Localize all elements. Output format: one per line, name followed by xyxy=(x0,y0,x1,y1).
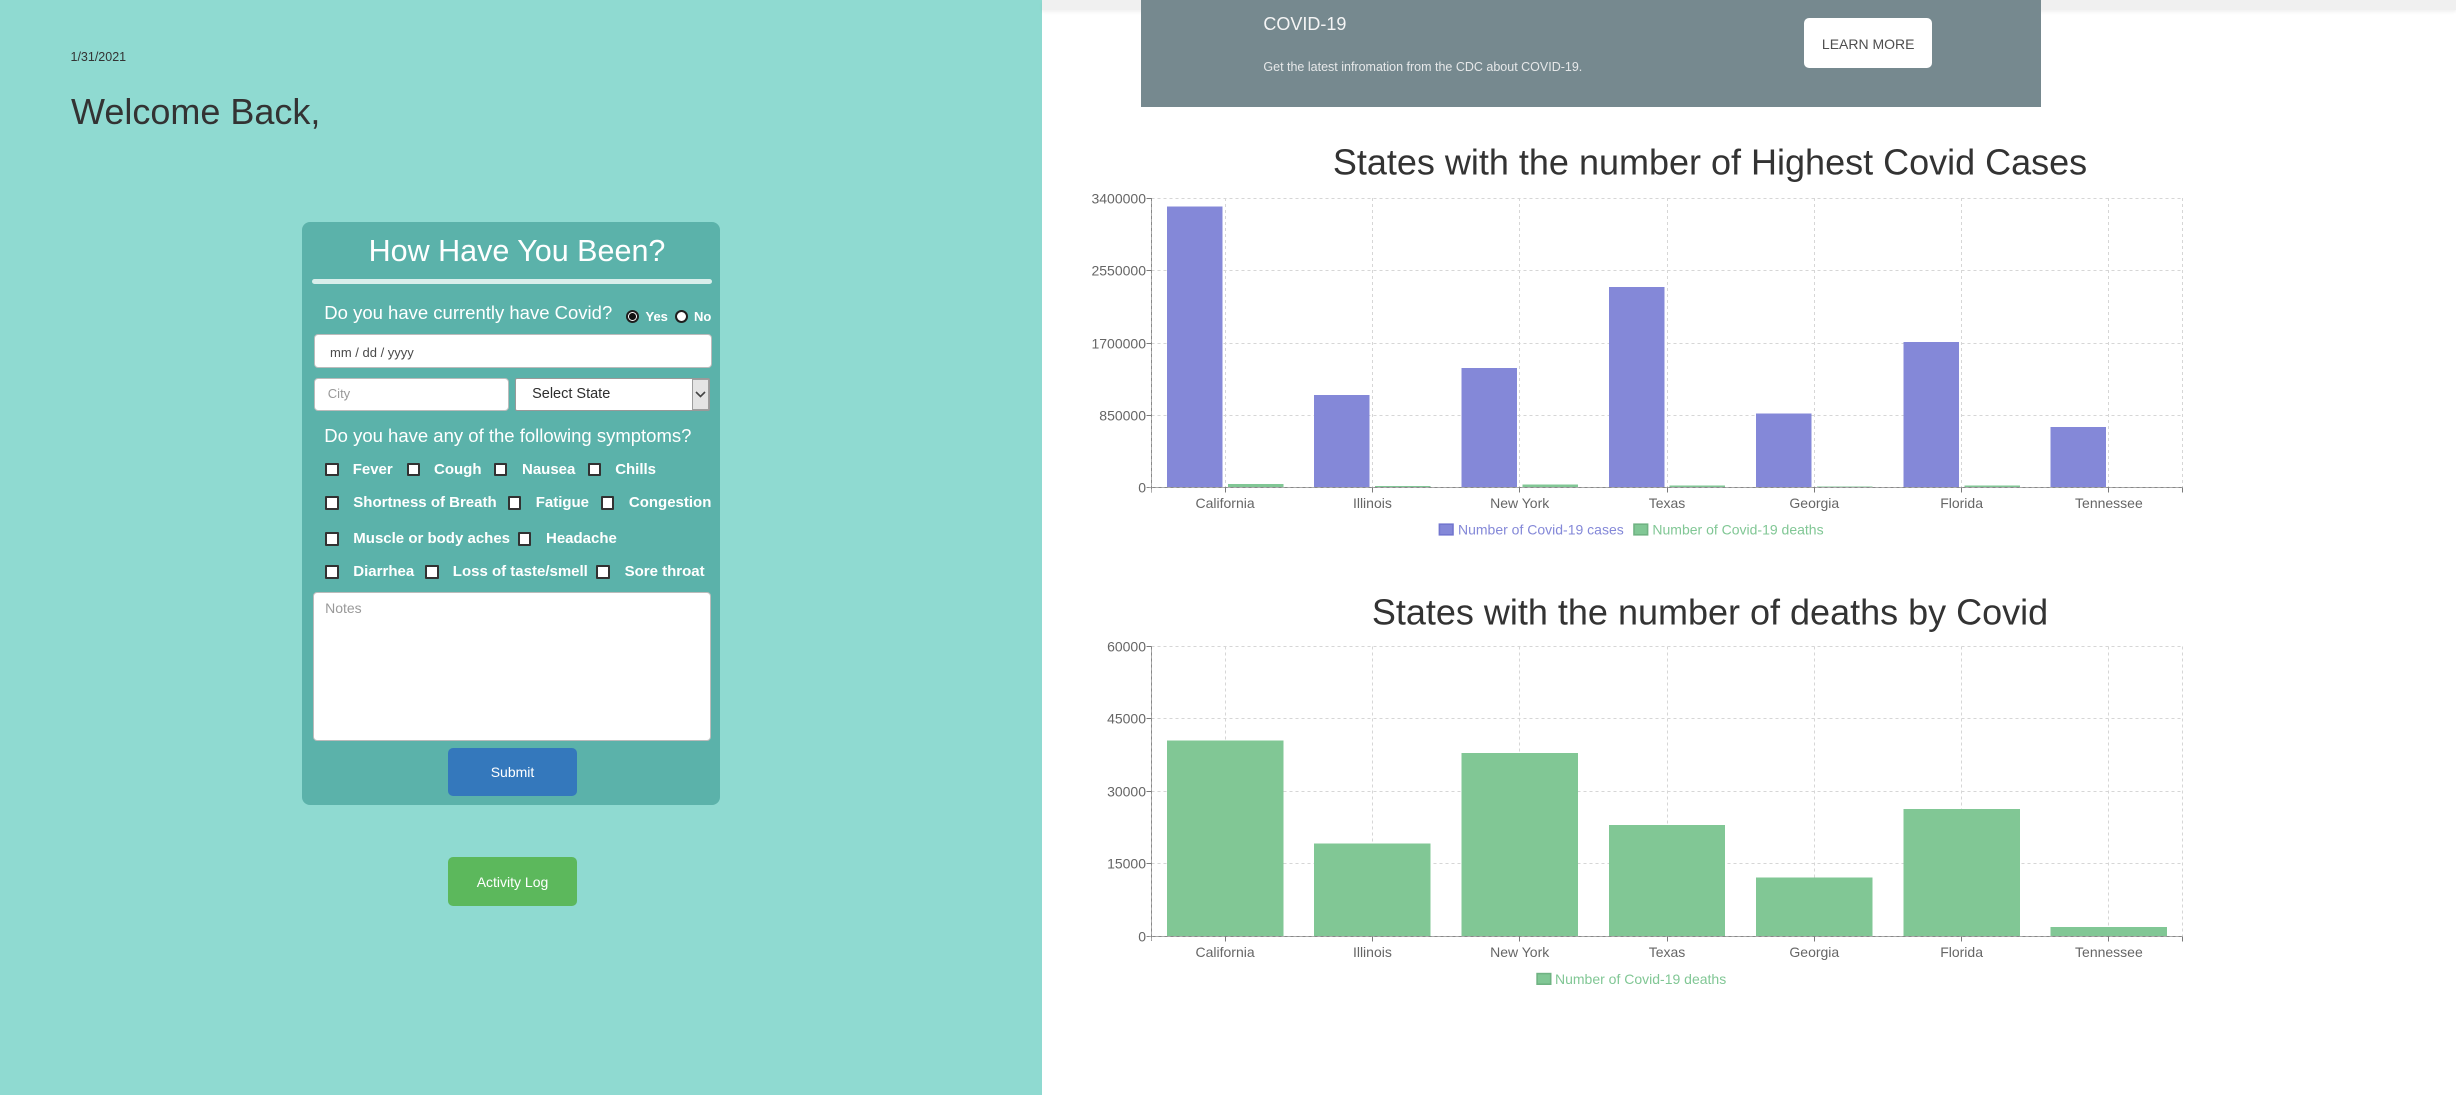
svg-text:Tennessee: Tennessee xyxy=(2075,495,2143,511)
svg-text:New York: New York xyxy=(1490,495,1550,511)
svg-text:Number of Covid-19 deaths: Number of Covid-19 deaths xyxy=(1652,522,1823,538)
svg-text:Florida: Florida xyxy=(1940,944,1983,960)
svg-text:30000: 30000 xyxy=(1107,784,1146,800)
svg-text:Georgia: Georgia xyxy=(1789,495,1839,511)
svg-text:850000: 850000 xyxy=(1099,408,1146,424)
svg-text:Illinois: Illinois xyxy=(1353,944,1392,960)
svg-text:Illinois: Illinois xyxy=(1353,495,1392,511)
svg-text:Tennessee: Tennessee xyxy=(2075,944,2143,960)
svg-text:15000: 15000 xyxy=(1107,856,1146,872)
svg-text:California: California xyxy=(1196,495,1255,511)
svg-text:2550000: 2550000 xyxy=(1091,263,1146,279)
svg-text:Texas: Texas xyxy=(1649,944,1686,960)
svg-text:0: 0 xyxy=(1138,480,1146,496)
svg-text:Texas: Texas xyxy=(1649,495,1686,511)
svg-text:Georgia: Georgia xyxy=(1789,944,1839,960)
svg-text:1700000: 1700000 xyxy=(1091,336,1146,352)
svg-text:California: California xyxy=(1196,944,1255,960)
svg-text:45000: 45000 xyxy=(1107,711,1146,727)
svg-text:Number of Covid-19 cases: Number of Covid-19 cases xyxy=(1458,522,1624,538)
svg-text:3400000: 3400000 xyxy=(1091,191,1146,207)
svg-text:States with the number of High: States with the number of Highest Covid … xyxy=(1333,142,2087,183)
svg-text:States with the number of deat: States with the number of deaths by Covi… xyxy=(1372,592,2048,633)
svg-text:0: 0 xyxy=(1138,929,1146,945)
svg-text:New York: New York xyxy=(1490,944,1550,960)
svg-text:Number of Covid-19 deaths: Number of Covid-19 deaths xyxy=(1555,971,1726,987)
svg-text:Florida: Florida xyxy=(1940,495,1983,511)
svg-text:60000: 60000 xyxy=(1107,639,1146,655)
